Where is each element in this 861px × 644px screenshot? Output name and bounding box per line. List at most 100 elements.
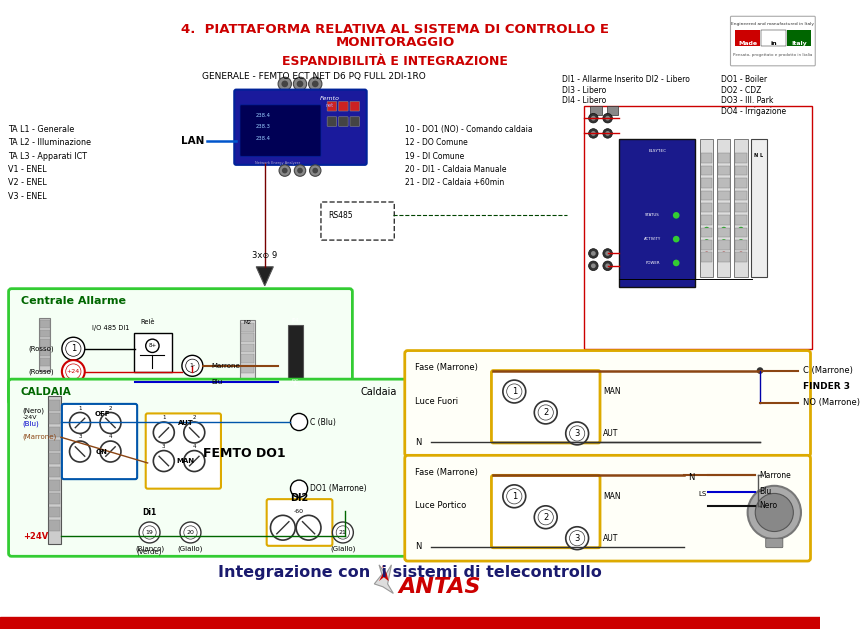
Text: DO1 - Boiler: DO1 - Boiler (721, 75, 767, 84)
Text: STATUS: STATUS (645, 213, 660, 217)
Circle shape (589, 113, 598, 123)
Circle shape (294, 165, 306, 176)
Text: (Giallo): (Giallo) (177, 546, 203, 553)
Text: I/O 485 DI1: I/O 485 DI1 (92, 325, 130, 331)
Circle shape (603, 113, 612, 123)
FancyBboxPatch shape (718, 228, 729, 237)
FancyBboxPatch shape (327, 117, 337, 126)
FancyBboxPatch shape (735, 153, 746, 163)
FancyBboxPatch shape (735, 203, 746, 213)
Text: C (Blu): C (Blu) (311, 417, 337, 426)
Text: (Bianco): (Bianco) (135, 546, 164, 553)
Text: (Rosso): (Rosso) (28, 345, 54, 352)
FancyBboxPatch shape (718, 203, 729, 213)
Circle shape (566, 527, 589, 549)
Circle shape (270, 515, 295, 540)
Circle shape (566, 422, 589, 445)
Circle shape (62, 360, 84, 383)
Text: V1 - ENEL: V1 - ENEL (8, 165, 46, 174)
Circle shape (296, 515, 321, 540)
Circle shape (535, 506, 557, 529)
FancyBboxPatch shape (48, 440, 60, 451)
Text: TA L1 - Generale: TA L1 - Generale (8, 125, 74, 134)
Text: Blu: Blu (759, 487, 771, 496)
FancyBboxPatch shape (338, 117, 348, 126)
Circle shape (308, 77, 322, 91)
Text: 4: 4 (193, 444, 196, 449)
Text: 2: 2 (543, 513, 548, 522)
Text: (Nero): (Nero) (23, 407, 45, 414)
Text: MAN: MAN (177, 458, 195, 464)
FancyBboxPatch shape (350, 102, 360, 111)
Text: NO (Marrone): NO (Marrone) (802, 399, 860, 408)
FancyBboxPatch shape (718, 166, 729, 175)
Text: in: in (770, 41, 777, 46)
Circle shape (605, 263, 610, 268)
Circle shape (589, 249, 598, 258)
Circle shape (290, 480, 307, 497)
FancyBboxPatch shape (240, 105, 321, 156)
FancyBboxPatch shape (47, 396, 61, 544)
Text: ESPANDIBILITÀ E INTEGRAZIONE: ESPANDIBILITÀ E INTEGRAZIONE (282, 55, 508, 68)
Text: AUT: AUT (603, 534, 618, 543)
FancyBboxPatch shape (735, 30, 760, 46)
Circle shape (672, 212, 679, 219)
Circle shape (605, 116, 610, 120)
Text: (Marrone): (Marrone) (23, 434, 57, 440)
Text: TC: TC (292, 382, 298, 387)
Bar (0, 624, 820, 629)
Circle shape (755, 493, 793, 531)
Circle shape (672, 236, 679, 243)
Circle shape (757, 367, 764, 374)
Circle shape (70, 441, 90, 462)
Text: TA L2 - Illuminazione: TA L2 - Illuminazione (8, 138, 90, 147)
FancyBboxPatch shape (718, 178, 729, 187)
Circle shape (279, 165, 290, 176)
Text: ACTIVITY: ACTIVITY (644, 237, 661, 241)
Text: 8+: 8+ (148, 343, 157, 348)
Circle shape (703, 252, 709, 257)
FancyBboxPatch shape (338, 102, 348, 111)
Text: 12 - DO Comune: 12 - DO Comune (405, 138, 468, 147)
Text: Relè: Relè (140, 319, 154, 325)
Circle shape (605, 131, 610, 136)
FancyBboxPatch shape (240, 320, 255, 382)
FancyBboxPatch shape (40, 348, 50, 356)
Text: OFF: OFF (94, 411, 109, 417)
Text: 1: 1 (71, 344, 76, 353)
FancyBboxPatch shape (48, 480, 60, 491)
Circle shape (721, 239, 727, 245)
Circle shape (591, 251, 596, 256)
Circle shape (332, 522, 353, 543)
FancyBboxPatch shape (40, 339, 50, 346)
Circle shape (672, 260, 679, 266)
Text: 3: 3 (78, 434, 82, 439)
Text: ON: ON (96, 449, 108, 455)
Circle shape (738, 252, 744, 257)
FancyBboxPatch shape (267, 499, 332, 546)
Text: ELSYTEC: ELSYTEC (648, 149, 666, 153)
Text: (Giallo): (Giallo) (330, 546, 356, 553)
Text: DI3 - Libero: DI3 - Libero (562, 86, 606, 95)
Circle shape (100, 441, 121, 462)
FancyBboxPatch shape (327, 102, 337, 111)
FancyBboxPatch shape (700, 139, 714, 277)
FancyBboxPatch shape (607, 106, 618, 115)
Polygon shape (257, 267, 273, 286)
FancyBboxPatch shape (48, 493, 60, 504)
FancyBboxPatch shape (48, 427, 60, 437)
FancyBboxPatch shape (40, 320, 50, 328)
Circle shape (703, 239, 709, 245)
FancyBboxPatch shape (234, 90, 367, 165)
Circle shape (313, 167, 318, 173)
Text: (Rosso): (Rosso) (28, 368, 54, 375)
Text: -60: -60 (294, 509, 304, 514)
Circle shape (312, 80, 319, 87)
Circle shape (180, 522, 201, 543)
Text: 238.4: 238.4 (256, 136, 270, 140)
FancyBboxPatch shape (735, 215, 746, 225)
Text: CALDAIA: CALDAIA (21, 387, 71, 397)
Text: DI2: DI2 (290, 493, 308, 504)
FancyBboxPatch shape (735, 252, 746, 262)
FancyBboxPatch shape (735, 166, 746, 175)
